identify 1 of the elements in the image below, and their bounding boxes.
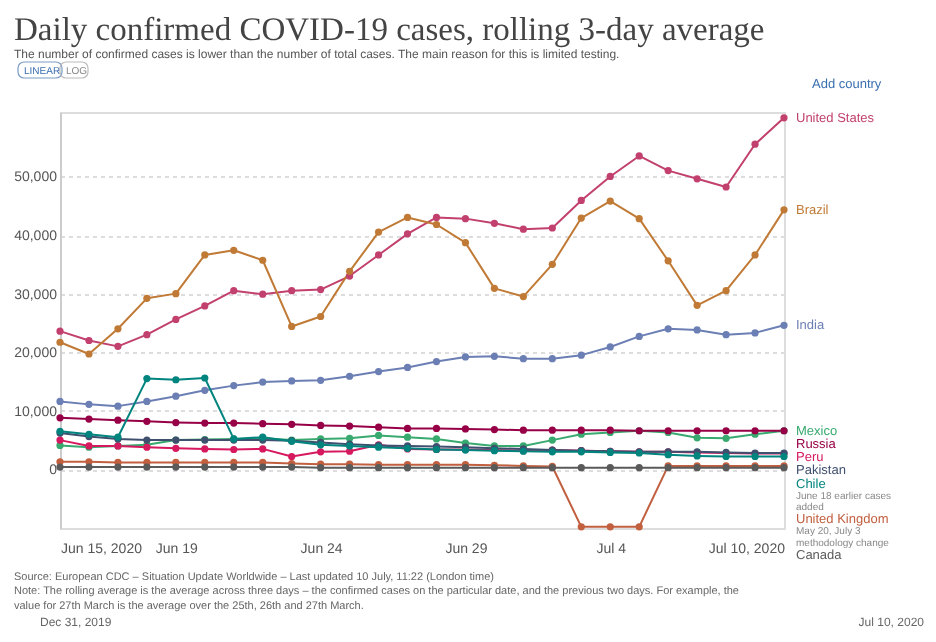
chart-title: Daily confirmed COVID-19 cases, rolling 3-day average [14,10,765,48]
